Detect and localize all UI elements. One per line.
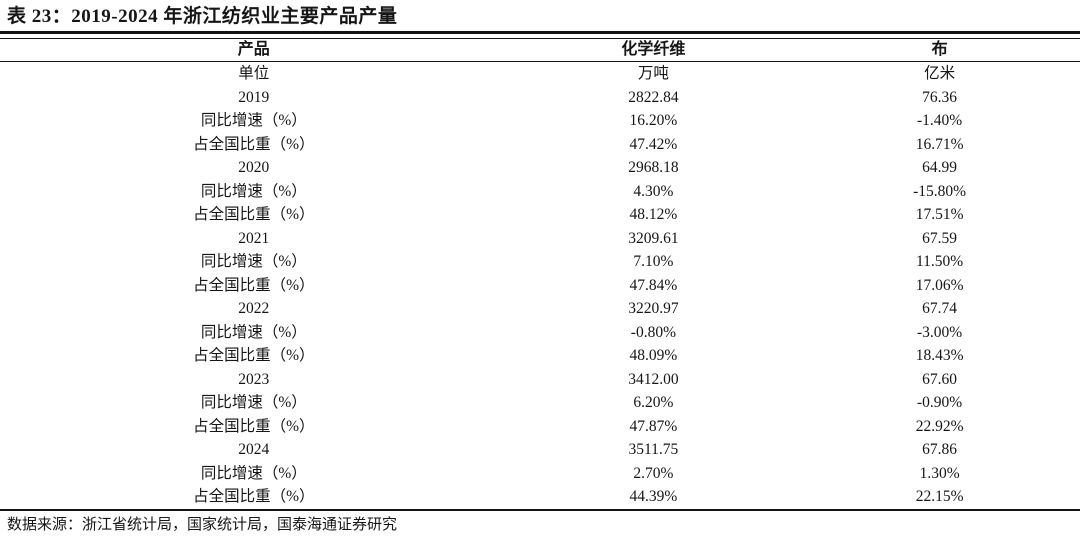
table-row: 占全国比重（%） 44.39% 22.15% bbox=[0, 485, 1080, 511]
value-cell: 3511.75 bbox=[628, 441, 679, 458]
value-cell: -1.40% bbox=[916, 112, 963, 129]
table-row: 占全国比重（%） 48.09% 18.43% bbox=[0, 344, 1080, 368]
value-cell: 3412.00 bbox=[628, 370, 679, 388]
row-label-cell: 占全国比重（%） bbox=[193, 276, 315, 294]
value-cell: 11.50% bbox=[915, 253, 964, 270]
row-label-cell: 单位 bbox=[238, 65, 270, 82]
value-cell: 万吨 bbox=[637, 65, 669, 82]
value-cell: 67.59 bbox=[922, 229, 958, 247]
table-row: 2021 3209.61 67.59 bbox=[0, 227, 1080, 251]
table-body: 单位 万吨 亿米 2019 2822.84 76.36 同比增速（%） 16.20% -1.40… bbox=[0, 62, 1080, 511]
value-cell: 47.42% bbox=[629, 135, 678, 153]
row-label-cell: 2022 bbox=[238, 300, 270, 317]
row-label-cell: 2020 bbox=[238, 159, 270, 176]
value-cell: -3.00% bbox=[916, 323, 963, 341]
row-label-cell: 占全国比重（%） bbox=[193, 135, 315, 153]
value-cell: 2822.84 bbox=[628, 88, 679, 106]
row-label-cell: 2021 bbox=[238, 229, 270, 247]
value-cell: 48.12% bbox=[629, 206, 678, 223]
value-cell: -15.80% bbox=[913, 182, 967, 200]
column-header: 化学纤维 bbox=[507, 38, 800, 62]
row-label-cell: 占全国比重（%） bbox=[0, 485, 508, 511]
table-row: 2020 2968.18 64.99 bbox=[0, 156, 1080, 180]
value-cell: 48.09% bbox=[629, 347, 678, 364]
value-cell: 64.99 bbox=[922, 159, 958, 176]
row-label-cell: 2019 bbox=[238, 88, 270, 106]
row-label-cell: 同比增速（%） bbox=[200, 112, 307, 129]
row-label-cell: 同比增速（%） bbox=[200, 323, 307, 341]
value-cell: 17.06% bbox=[915, 276, 964, 294]
row-label-cell: 同比增速（%） bbox=[200, 182, 307, 200]
value-cell: 6.20% bbox=[633, 394, 674, 411]
value-cell: 47.87% bbox=[629, 417, 678, 435]
table-row: 同比增速（%） 2.70% 1.30% bbox=[0, 462, 1080, 486]
table-row: 占全国比重（%） 47.42% 16.71% bbox=[0, 133, 1080, 157]
value-cell: 1.30% bbox=[919, 464, 960, 482]
column-header: 产品 bbox=[0, 38, 508, 62]
row-label-cell: 同比增速（%） bbox=[200, 253, 307, 270]
table-row: 2019 2822.84 76.36 bbox=[0, 86, 1080, 110]
value-cell: 44.39% bbox=[507, 485, 800, 511]
value-cell: 67.86 bbox=[922, 441, 958, 458]
table-header-row: 产品 化学纤维布 bbox=[0, 38, 1080, 62]
row-label-cell: 2023 bbox=[238, 370, 270, 388]
value-cell: -0.80% bbox=[630, 323, 676, 341]
table-row: 占全国比重（%） 48.12% 17.51% bbox=[0, 203, 1080, 227]
value-cell: 3209.61 bbox=[628, 229, 679, 247]
table-row: 同比增速（%） 4.30% -15.80% bbox=[0, 180, 1080, 204]
table-title: 表 23：2019-2024 年浙江纺织业主要产品产量 bbox=[0, 0, 1080, 34]
value-cell: 亿米 bbox=[924, 65, 956, 82]
value-cell: 3220.97 bbox=[628, 300, 679, 317]
data-table: 产品 化学纤维布 单位 万吨 亿米 2019 2822.84 76.36 同比增速（%） 16.… bbox=[0, 38, 1080, 511]
row-label-cell: 占全国比重（%） bbox=[193, 206, 315, 223]
value-cell: 16.71% bbox=[915, 135, 964, 153]
value-cell: 16.20% bbox=[629, 112, 678, 129]
table-row: 2022 3220.97 67.74 bbox=[0, 297, 1080, 321]
value-cell: 67.74 bbox=[922, 300, 958, 317]
table-row: 同比增速（%） 7.10% 11.50% bbox=[0, 250, 1080, 274]
value-cell: -0.90% bbox=[916, 394, 963, 411]
value-cell: 22.15% bbox=[799, 485, 1080, 511]
row-label-cell: 2024 bbox=[238, 441, 270, 458]
row-label-cell: 占全国比重（%） bbox=[193, 417, 315, 435]
table-row: 同比增速（%） 6.20% -0.90% bbox=[0, 391, 1080, 415]
value-cell: 17.51% bbox=[915, 206, 964, 223]
value-cell: 2968.18 bbox=[628, 159, 679, 176]
value-cell: 2.70% bbox=[633, 464, 674, 482]
table-row: 占全国比重（%） 47.84% 17.06% bbox=[0, 274, 1080, 298]
value-cell: 67.60 bbox=[922, 370, 958, 388]
table-row: 同比增速（%） -0.80% -3.00% bbox=[0, 321, 1080, 345]
row-label-cell: 同比增速（%） bbox=[200, 464, 307, 482]
value-cell: 22.92% bbox=[915, 417, 964, 435]
value-cell: 47.84% bbox=[629, 276, 678, 294]
table-row: 同比增速（%） 16.20% -1.40% bbox=[0, 109, 1080, 133]
table-row: 2024 3511.75 67.86 bbox=[0, 438, 1080, 462]
value-cell: 76.36 bbox=[922, 88, 958, 106]
value-cell: 7.10% bbox=[633, 253, 674, 270]
row-label-cell: 同比增速（%） bbox=[200, 394, 307, 411]
units-row: 单位 万吨 亿米 bbox=[0, 62, 1080, 86]
table-row: 2023 3412.00 67.60 bbox=[0, 368, 1080, 392]
table-row: 占全国比重（%） 47.87% 22.92% bbox=[0, 415, 1080, 439]
value-cell: 4.30% bbox=[633, 182, 674, 200]
row-label-cell: 占全国比重（%） bbox=[193, 347, 315, 364]
value-cell: 18.43% bbox=[915, 347, 964, 364]
column-header: 布 bbox=[799, 38, 1080, 62]
source-note: 数据来源：浙江省统计局，国家统计局，国泰海通证券研究 bbox=[7, 516, 398, 533]
